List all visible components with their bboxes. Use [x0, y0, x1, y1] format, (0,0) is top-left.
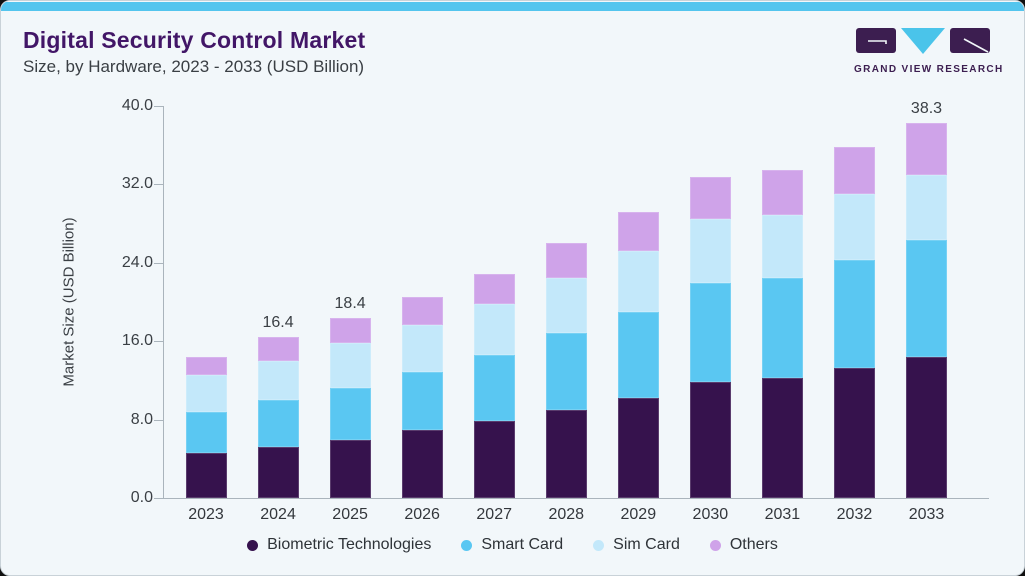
y-tick-mark — [154, 106, 163, 107]
legend-item-smart-card: Smart Card — [461, 536, 563, 554]
y-axis-title: Market Size (USD Billion) — [60, 217, 78, 387]
x-tick-label: 2025 — [332, 506, 368, 523]
bar-value-label: 18.4 — [334, 295, 366, 312]
segment-sim-card-2028 — [546, 278, 587, 333]
y-tick-label: 0.0 — [130, 489, 153, 506]
segment-others-2026 — [402, 297, 443, 325]
x-tick-label: 2028 — [548, 506, 585, 523]
segment-smart-card-2029 — [618, 312, 659, 398]
segment-others-2023 — [186, 357, 227, 375]
segment-others-2030 — [690, 177, 731, 219]
segment-smart-card-2025 — [330, 388, 371, 440]
segment-biometric-technologies-2029 — [618, 398, 659, 498]
legend-label: Others — [729, 536, 778, 553]
y-tick-label: 40.0 — [121, 97, 153, 114]
segment-smart-card-2030 — [690, 283, 731, 382]
legend-label: Sim Card — [613, 536, 680, 553]
y-tick-mark — [154, 419, 163, 421]
y-axis-line — [163, 106, 164, 499]
segment-biometric-technologies-2033 — [906, 357, 947, 498]
segment-biometric-technologies-2028 — [546, 410, 587, 498]
segment-sim-card-2032 — [834, 194, 875, 260]
y-tick-mark — [154, 184, 163, 186]
segment-biometric-technologies-2032 — [834, 368, 875, 498]
segment-smart-card-2031 — [762, 278, 803, 378]
legend-swatch-icon — [247, 539, 259, 551]
segment-sim-card-2025 — [330, 343, 371, 388]
segment-smart-card-2023 — [186, 412, 227, 453]
y-tick-label: 24.0 — [121, 253, 153, 271]
y-tick-label: 16.0 — [121, 332, 153, 350]
segment-others-2025 — [330, 318, 371, 343]
segment-smart-card-2026 — [402, 372, 443, 430]
gvr-logo-icon — [856, 28, 990, 54]
segment-others-2032 — [834, 147, 875, 194]
grand-view-research-logo: GRAND VIEW RESEARCH — [854, 27, 1002, 75]
segment-sim-card-2024 — [258, 361, 299, 400]
x-tick-label: 2033 — [908, 506, 945, 523]
legend-item-others: Others — [709, 536, 778, 554]
segment-others-2029 — [618, 212, 659, 251]
brand-name: GRAND VIEW RESEARCH — [854, 64, 1004, 75]
segment-smart-card-2033 — [906, 240, 947, 357]
segment-biometric-technologies-2024 — [258, 447, 299, 498]
segment-biometric-technologies-2023 — [186, 453, 227, 498]
x-tick-label: 2024 — [260, 506, 296, 523]
segment-biometric-technologies-2025 — [330, 440, 371, 498]
segment-sim-card-2031 — [762, 215, 803, 278]
y-tick-mark — [154, 498, 163, 499]
legend-label: Smart Card — [481, 536, 564, 553]
x-tick-label: 2029 — [620, 506, 657, 523]
segment-sim-card-2033 — [906, 175, 947, 240]
y-tick-mark — [154, 341, 163, 343]
segment-others-2028 — [546, 243, 587, 278]
y-tick-label: 32.0 — [121, 175, 153, 193]
segment-sim-card-2029 — [618, 251, 659, 312]
x-tick-label: 2030 — [692, 506, 729, 523]
x-tick-label: 2023 — [188, 506, 224, 523]
x-tick-label: 2027 — [476, 506, 512, 523]
segment-smart-card-2027 — [474, 355, 515, 421]
legend-item-biometric-technologies: Biometric Technologies — [247, 536, 431, 554]
x-tick-label: 2026 — [404, 506, 440, 523]
accent-top-bar — [1, 2, 1024, 11]
segment-biometric-technologies-2030 — [690, 382, 731, 498]
chart-subtitle: Size, by Hardware, 2023 - 2033 (USD Bill… — [23, 57, 365, 76]
bar-value-label: 16.4 — [262, 314, 294, 331]
segment-smart-card-2024 — [258, 400, 299, 447]
legend-label: Biometric Technologies — [267, 536, 432, 553]
legend-swatch-icon — [593, 539, 605, 551]
segment-others-2033 — [906, 123, 947, 175]
legend-swatch-icon — [461, 539, 473, 551]
bar-value-label: 38.3 — [910, 100, 943, 117]
chart-title: Digital Security Control Market — [23, 27, 366, 53]
segment-biometric-technologies-2031 — [762, 378, 803, 498]
legend-swatch-icon — [709, 539, 721, 551]
x-tick-label: 2032 — [836, 506, 873, 523]
segment-sim-card-2027 — [474, 304, 515, 355]
segment-others-2024 — [258, 337, 299, 361]
segment-smart-card-2028 — [546, 333, 587, 410]
segment-others-2027 — [474, 274, 515, 304]
segment-others-2031 — [762, 170, 803, 215]
segment-biometric-technologies-2027 — [474, 421, 515, 498]
y-tick-label: 8.0 — [130, 410, 153, 428]
segment-sim-card-2023 — [186, 375, 227, 412]
x-axis-line — [163, 498, 989, 499]
segment-smart-card-2032 — [834, 260, 875, 368]
segment-biometric-technologies-2026 — [402, 430, 443, 498]
segment-sim-card-2026 — [402, 325, 443, 372]
segment-sim-card-2030 — [690, 219, 731, 283]
legend: Biometric Technologies Smart Card Sim Card… — [1, 536, 1024, 554]
y-tick-mark — [154, 262, 163, 264]
legend-item-sim-card: Sim Card — [593, 536, 680, 554]
x-tick-label: 2031 — [764, 506, 801, 523]
